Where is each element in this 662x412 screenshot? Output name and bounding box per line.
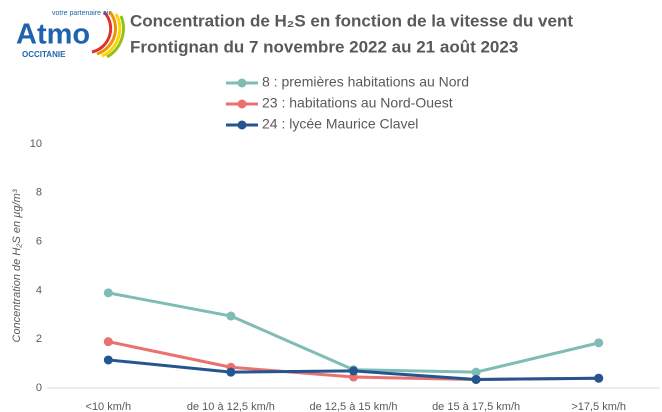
legend-marker — [237, 99, 247, 109]
point — [103, 337, 113, 347]
logo-name: Atmo — [16, 19, 90, 51]
point — [103, 355, 113, 365]
logo-arc — [91, 10, 113, 54]
logo-tagline: votre partenaire air — [52, 10, 111, 17]
y-tick-label: 0 — [36, 382, 42, 394]
point — [471, 367, 481, 377]
chart-title: Concentration de H₂S en fonction de la v… — [130, 11, 573, 30]
y-tick-label: 10 — [30, 138, 42, 150]
logo-arc — [106, 15, 125, 59]
logo-arc — [101, 13, 122, 58]
legend-marker — [237, 78, 247, 88]
x-tick-label: >17,5 km/h — [571, 401, 626, 412]
y-tick-label: 6 — [36, 236, 42, 248]
point — [226, 367, 236, 377]
point — [471, 374, 481, 384]
point — [103, 288, 113, 298]
point — [594, 338, 604, 348]
y-tick-label: 8 — [36, 187, 42, 199]
legend-marker — [237, 120, 247, 130]
logo-region: OCCITANIE — [22, 50, 66, 59]
chart-subtitle: Frontignan du 7 novembre 2022 au 21 août… — [130, 37, 518, 56]
legend-label: 23 : habitations au Nord-Ouest — [262, 95, 453, 111]
y-axis-label: Concentration de H₂S en µg/m³ — [11, 189, 23, 342]
legend-label: 8 : premières habitations au Nord — [262, 74, 469, 90]
y-tick-label: 4 — [36, 284, 42, 296]
x-tick-label: de 15 à 17,5 km/h — [432, 401, 520, 412]
logo-arc — [96, 11, 118, 56]
series-line — [108, 291, 600, 374]
x-tick-label: de 10 à 12,5 km/h — [187, 401, 275, 412]
point — [226, 311, 236, 321]
y-tick-label: 2 — [36, 333, 42, 345]
x-tick-label: <10 km/h — [86, 401, 132, 412]
logo: Atmo votre partenaire air OCCITANIE — [16, 10, 125, 59]
x-tick-label: de 12,5 à 15 km/h — [309, 401, 397, 412]
legend-label: 24 : lycée Maurice Clavel — [262, 116, 418, 132]
point — [349, 366, 358, 376]
point — [594, 373, 604, 383]
